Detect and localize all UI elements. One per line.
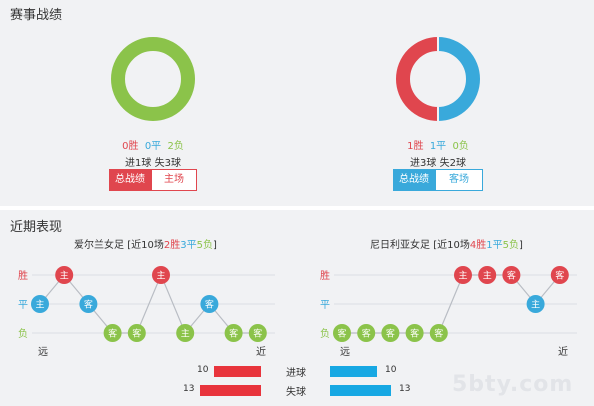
right-match-venue: 客: [410, 328, 419, 340]
right-donut-win-arc: [396, 37, 439, 121]
right-match-marker[interactable]: [429, 324, 448, 342]
left-y-label: 胜: [18, 270, 28, 282]
right-donut-draw-arc: [437, 37, 480, 121]
left-wins: 0胜: [122, 141, 139, 152]
left-conceded-value: 13: [183, 384, 195, 394]
left-match-marker[interactable]: [152, 266, 170, 284]
right-match-marker[interactable]: [381, 324, 400, 342]
left-match-venue: 客: [253, 328, 262, 340]
right-goals-bar: [330, 366, 377, 377]
left-team-header: 爱尔兰女足 [近10场2胜3平5负]: [74, 240, 217, 251]
left-match-marker[interactable]: [248, 324, 267, 342]
right-match-venue: 客: [362, 328, 371, 340]
left-goals-scored: 进1球: [125, 158, 152, 169]
left-y-label: 负: [18, 327, 28, 340]
right-team-name: 尼日利亚女足: [370, 240, 430, 251]
right-team-header: 尼日利亚女足 [近10场4胜1平5负]: [370, 240, 523, 251]
right-draws: 1平: [429, 141, 447, 152]
left-match-venue: 客: [229, 328, 238, 340]
right-conceded-bar: [330, 385, 391, 396]
right-match-marker[interactable]: [357, 324, 376, 342]
right-match-marker[interactable]: [526, 295, 545, 313]
right-y-label: 平: [320, 300, 330, 311]
left-match-venue: 客: [132, 328, 141, 340]
right-goals-conceded: 失2球: [439, 158, 466, 169]
left-goals-value: 10: [197, 365, 209, 375]
record-panel: 赛事战绩 0胜 0平 2负 进1球 失3球 总战绩 主场 1胜 1平 0负 进3…: [0, 0, 594, 206]
tab-total-record-right[interactable]: 总战绩: [393, 169, 435, 191]
right-match-marker[interactable]: [478, 266, 497, 284]
right-match-venue: 主: [458, 270, 467, 282]
tab-home-left[interactable]: 主场: [151, 169, 197, 191]
right-match-marker[interactable]: [502, 266, 521, 284]
right-match-venue: 客: [555, 270, 564, 282]
left-y-label: 平: [18, 300, 28, 311]
left-conceded-bar: [200, 385, 261, 396]
left-record-donut: [111, 37, 195, 121]
left-form-line: [39, 273, 258, 335]
right-match-venue: 客: [507, 270, 516, 282]
right-form-chart: 胜平负客客客客客主主客主客远近: [320, 266, 577, 358]
left-match-venue: 主: [35, 299, 44, 311]
right-wins: 1胜: [407, 141, 424, 152]
left-match-marker[interactable]: [176, 324, 195, 342]
right-match-venue: 客: [434, 328, 443, 340]
left-match-venue: 主: [60, 270, 69, 282]
left-form-chart: 胜平负主主客客 客主主客客 客远近: [18, 266, 275, 358]
left-far-label: 远: [38, 346, 48, 358]
left-match-marker[interactable]: [127, 324, 146, 342]
watermark: 5bty.com: [452, 372, 574, 397]
left-losses: 2负: [167, 141, 184, 152]
right-y-label: 负: [320, 327, 330, 340]
left-near-label: 近: [256, 345, 266, 358]
left-team-name: 爱尔兰女足: [74, 240, 124, 251]
tab-total-record-left[interactable]: 总战绩: [109, 169, 151, 191]
left-record-tabs: 总战绩 主场: [109, 169, 197, 191]
right-match-marker[interactable]: [333, 324, 351, 342]
right-record-tabs: 总战绩 客场: [393, 169, 483, 191]
left-match-venue: 主: [156, 270, 165, 282]
right-match-marker[interactable]: [405, 324, 424, 342]
right-record-donut: [396, 36, 480, 122]
goals-label: 进球: [286, 368, 306, 379]
right-match-venue: 主: [531, 299, 540, 311]
left-goals-conceded: 失3球: [154, 158, 181, 169]
right-near-label: 近: [558, 345, 568, 358]
recent-section-title: 近期表现: [10, 220, 63, 235]
right-match-venue: 主: [483, 270, 492, 282]
right-conceded-value: 13: [399, 384, 411, 394]
left-draws: 0平: [144, 141, 162, 152]
right-match-marker[interactable]: [550, 266, 569, 284]
left-match-venue: 客: [205, 299, 214, 311]
left-match-venue: 客: [108, 328, 117, 340]
left-match-venue: 客: [84, 299, 93, 311]
left-record-stats: 0胜 0平 2负 进1球 失3球: [93, 137, 213, 169]
right-goals-scored: 进3球: [410, 158, 437, 169]
right-far-label: 远: [340, 346, 350, 358]
right-goals-value: 10: [385, 365, 397, 375]
left-match-marker[interactable]: [55, 266, 74, 284]
left-match-marker[interactable]: [103, 324, 122, 342]
recent-panel: 近期表现 爱尔兰女足 [近10场2胜3平5负] 尼日利亚女足 [近10场4胜1平…: [0, 210, 594, 406]
right-record-stats: 1胜 1平 0负 进3球 失2球: [378, 137, 498, 169]
tab-away-right[interactable]: 客场: [435, 169, 483, 191]
right-match-venue: 客: [337, 328, 346, 340]
right-form-line: [342, 274, 561, 334]
left-match-marker[interactable]: [31, 295, 49, 313]
right-match-marker[interactable]: [454, 266, 472, 284]
left-goals-bar: [214, 366, 261, 377]
left-match-marker[interactable]: [79, 295, 98, 313]
left-donut-loss-arc: [111, 37, 195, 121]
record-section-title: 赛事战绩: [10, 8, 63, 23]
right-losses: 0负: [452, 141, 469, 152]
right-match-venue: 客: [386, 328, 395, 340]
conceded-label: 失球: [286, 387, 306, 398]
left-match-marker[interactable]: [200, 295, 219, 313]
left-match-marker[interactable]: [224, 324, 243, 342]
right-y-label: 胜: [320, 270, 330, 282]
left-match-venue: 主: [181, 328, 190, 340]
